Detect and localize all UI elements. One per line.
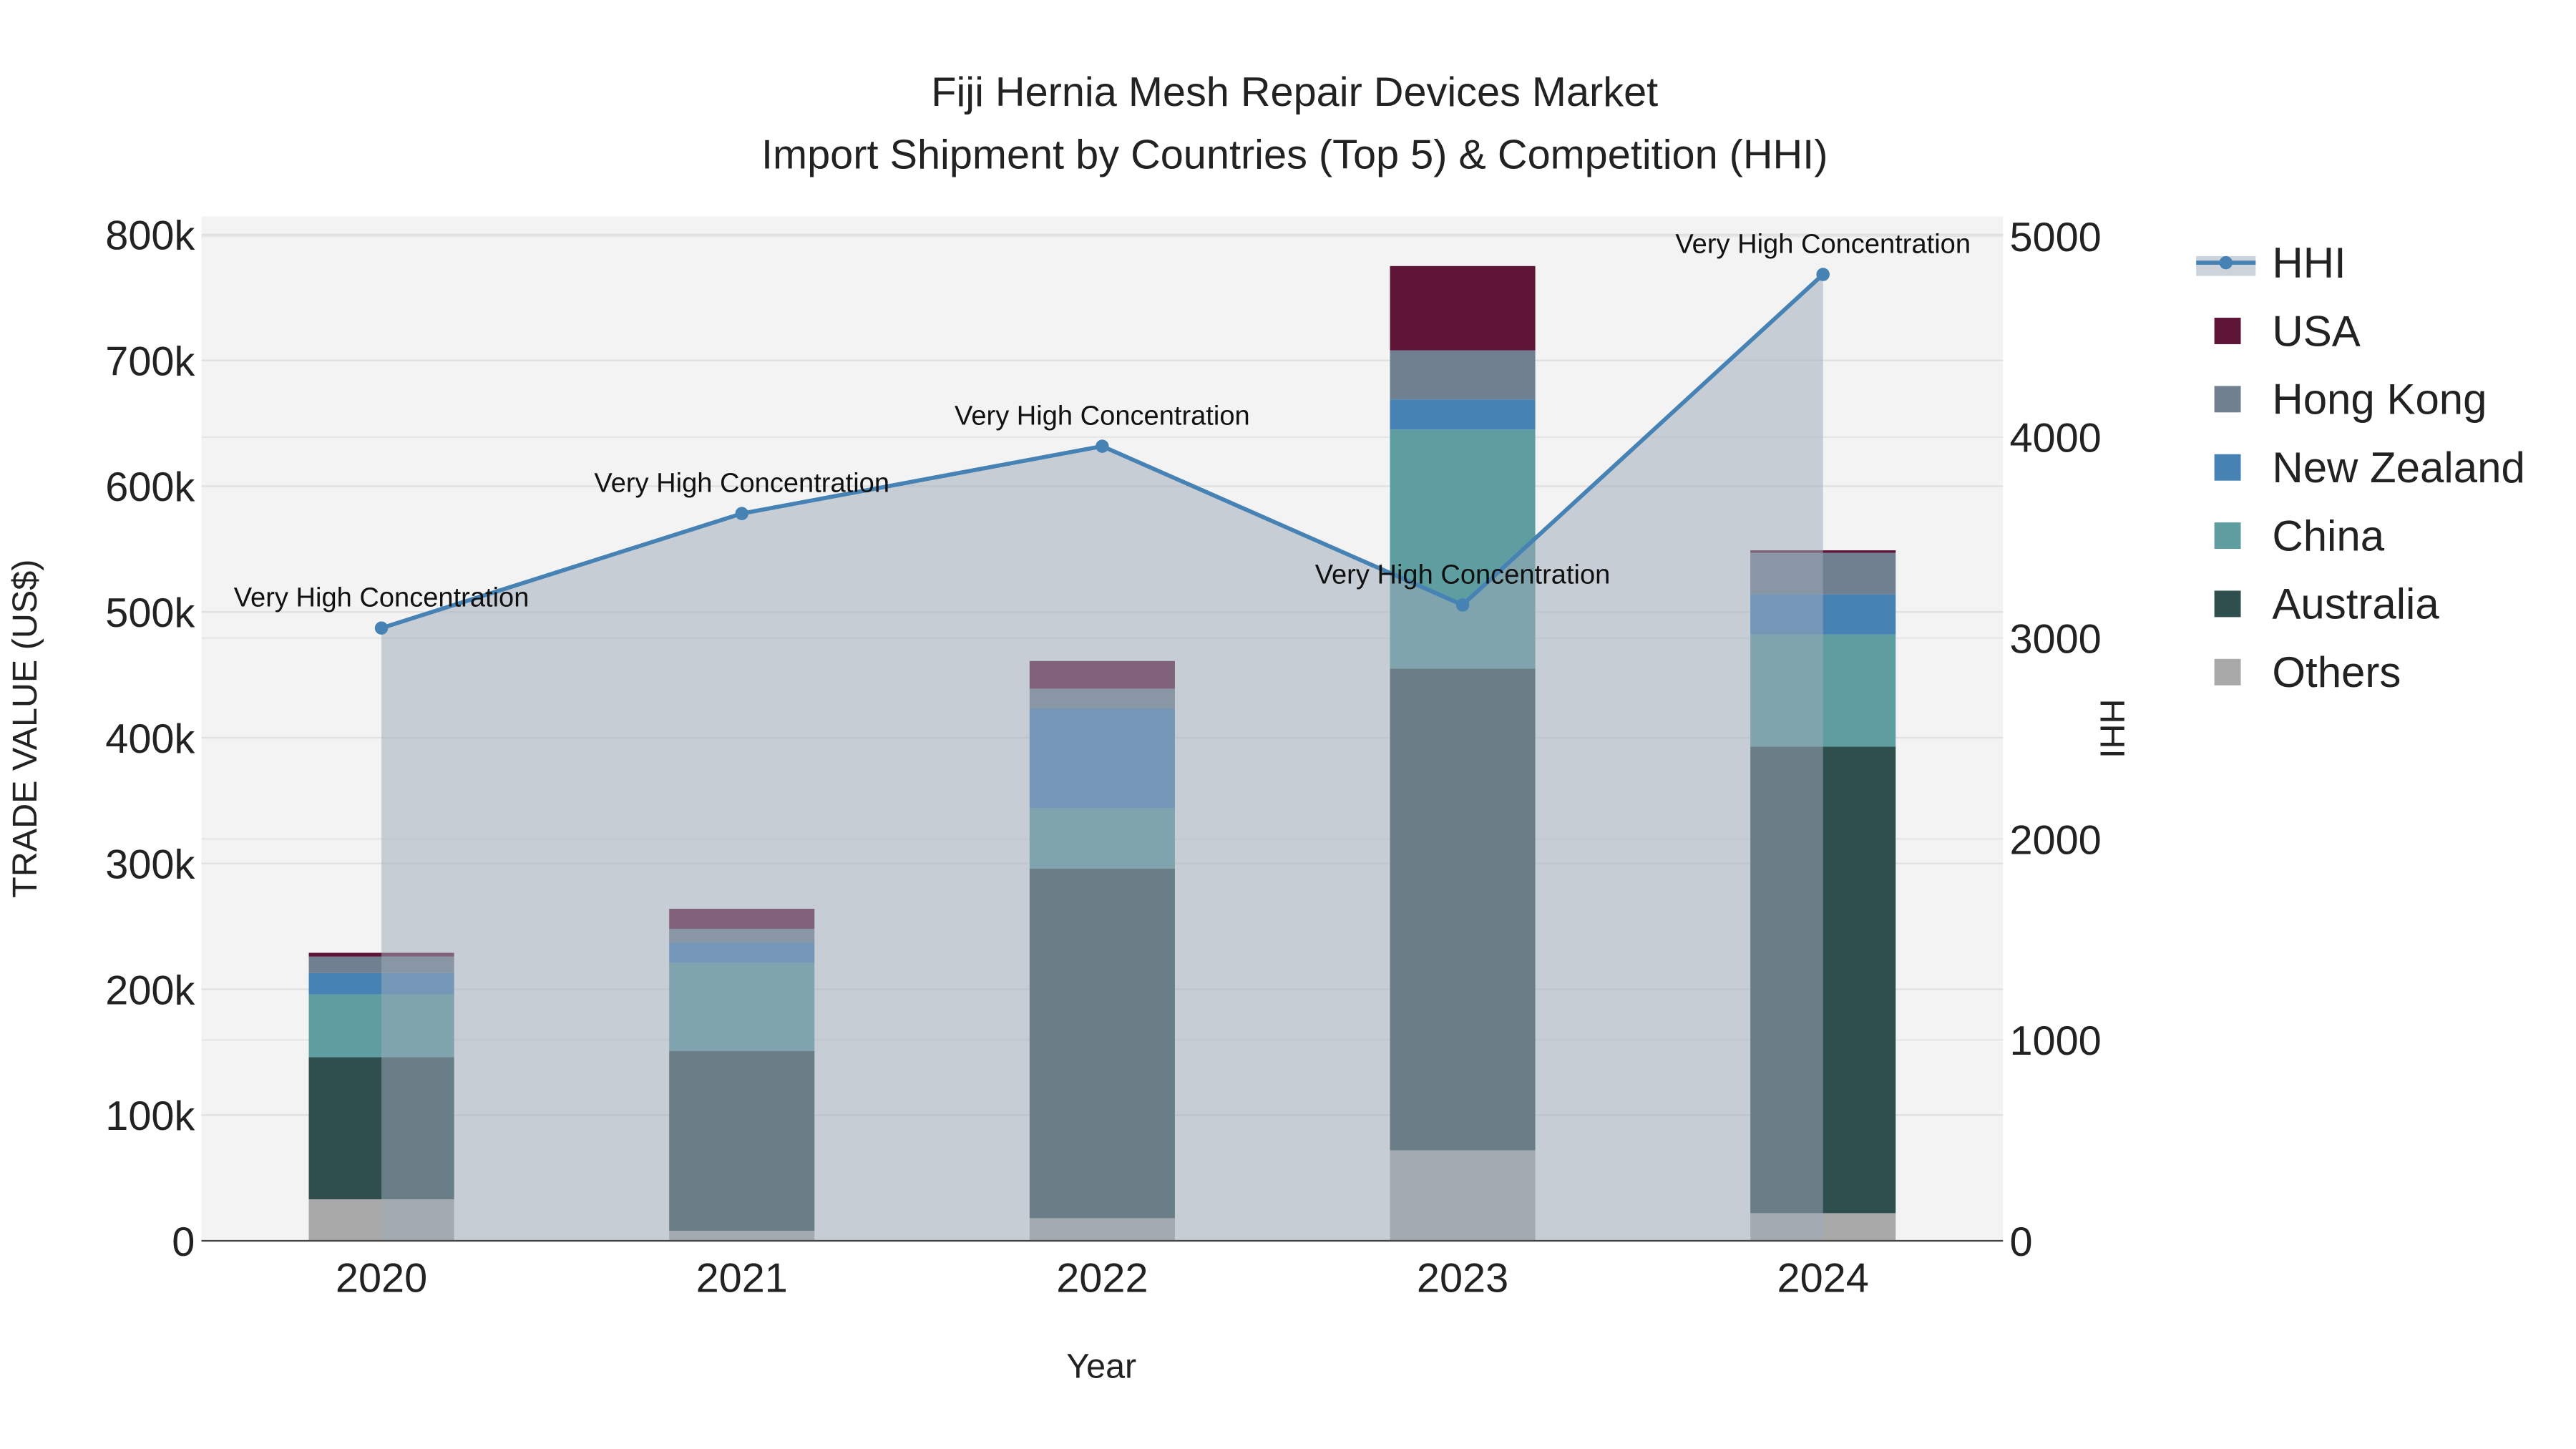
x-tick-label: 2021 [696,1256,788,1302]
hhi-annotation: Very High Concentration [1675,230,1971,260]
y-tick-label: 500k [105,590,195,636]
legend-label: Others [2272,648,2401,696]
y-tick-label: 600k [105,464,195,510]
legend-item-hhi[interactable]: HHI [2196,239,2346,287]
legend-item-others[interactable]: Others [2214,648,2401,696]
chart-title: Fiji Hernia Mesh Repair Devices Market [931,69,1658,115]
y2-tick-label: 5000 [2009,215,2101,260]
hhi-point [735,507,748,520]
hhi-annotation: Very High Concentration [234,583,530,613]
hhi-point [1816,268,1830,281]
legend-item-australia[interactable]: Australia [2214,580,2440,628]
legend-item-hong-kong[interactable]: Hong Kong [2214,376,2487,424]
legend-label: Hong Kong [2272,376,2487,424]
hhi-annotation: Very High Concentration [955,401,1250,431]
bar-new-zealand-2023 [1390,399,1536,430]
legend-swatch [2214,590,2241,618]
x-tick-label: 2022 [1056,1256,1148,1302]
legend-swatch [2214,522,2241,550]
y2-tick-label: 1000 [2009,1018,2101,1064]
y-tick-label: 800k [105,213,195,259]
x-tick-label: 2020 [336,1256,427,1302]
y2-tick-label: 0 [2009,1219,2032,1265]
hhi-point [374,621,389,635]
y-tick-label: 0 [172,1219,195,1265]
legend-swatch [2219,255,2233,270]
bar-usa-2020 [308,952,454,957]
y-tick-label: 700k [105,338,195,384]
chart-subtitle: Import Shipment by Countries (Top 5) & C… [761,132,1828,178]
y2-axis-title: HHI [2092,699,2131,759]
hhi-annotation: Very High Concentration [594,469,889,499]
legend-item-usa[interactable]: USA [2214,307,2361,355]
legend-swatch [2214,318,2241,344]
hhi-point [1096,439,1109,453]
legend-swatch [2214,658,2241,686]
y2-tick-label: 4000 [2009,416,2101,462]
legend-label: China [2272,512,2384,560]
bar-hong-kong-2023 [1390,350,1536,400]
legend-swatch [2214,454,2241,481]
legend-item-new-zealand[interactable]: New Zealand [2214,444,2525,492]
y-tick-label: 100k [105,1093,195,1139]
x-tick-label: 2024 [1777,1256,1869,1302]
legend-swatch [2214,386,2241,413]
hhi-point [1455,598,1470,612]
y-tick-label: 300k [105,842,195,888]
y-tick-label: 400k [105,716,195,762]
y2-tick-label: 2000 [2009,817,2101,863]
bar-usa-2023 [1390,265,1536,351]
legend-label: USA [2272,307,2360,355]
legend-item-china[interactable]: China [2214,512,2385,560]
y-tick-label: 200k [105,967,195,1013]
y2-tick-label: 3000 [2009,617,2101,663]
legend-label: Australia [2272,580,2439,628]
legend-label: New Zealand [2272,444,2524,492]
legend-label: HHI [2272,239,2346,287]
x-axis-title: Year [1066,1347,1136,1386]
y-axis-title: TRADE VALUE (US$) [6,560,44,898]
x-tick-label: 2023 [1417,1256,1508,1302]
hhi-annotation: Very High Concentration [1315,560,1611,590]
